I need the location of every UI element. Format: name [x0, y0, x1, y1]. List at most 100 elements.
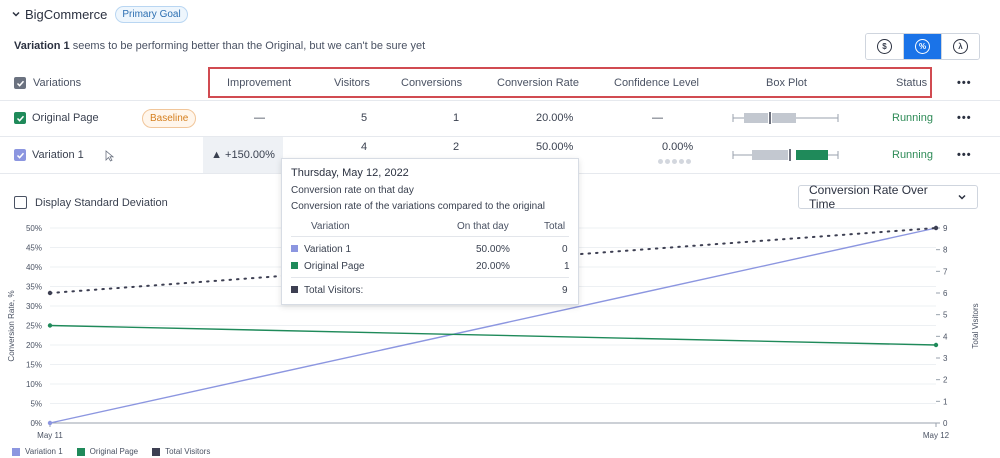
chart-type-select[interactable]: Conversion Rate Over Time	[798, 183, 978, 211]
tooltip-total-value: 0	[562, 244, 568, 255]
tooltip-description: Conversion rate on that day	[291, 185, 414, 196]
mouse-cursor-icon	[105, 150, 114, 162]
confidence-value: 0.00%	[662, 141, 694, 153]
conversions-header[interactable]: Conversions	[401, 77, 463, 89]
legend-item[interactable]: Total Visitors	[152, 447, 210, 456]
tooltip-total-value: 1	[564, 261, 570, 272]
y2-tick-label: 5	[943, 311, 948, 320]
tooltip-col-variation: Variation	[311, 221, 350, 232]
y-axis-label: Conversion Rate, %	[7, 290, 16, 361]
row-menu-icon[interactable]: •••	[957, 149, 972, 161]
original-page-checkbox[interactable]	[14, 112, 26, 124]
tooltip-date: Thursday, May 12, 2022	[291, 167, 409, 179]
box-plot	[732, 149, 839, 161]
percent-mode-button[interactable]: %	[903, 34, 941, 59]
y-tick-label: 5%	[30, 400, 42, 409]
series-line	[49, 324, 937, 346]
improvement-header[interactable]: Improvement	[227, 77, 292, 89]
y2-tick-label: 3	[943, 354, 948, 363]
y-tick-label: 45%	[26, 244, 42, 253]
box-plot	[732, 112, 839, 124]
improvement-value: ▲ +150.00%	[203, 137, 283, 173]
status-value: Running	[892, 149, 933, 161]
chart-legend: Variation 1 Original Page Total Visitors	[12, 447, 224, 456]
std-dev-checkbox[interactable]	[14, 196, 27, 209]
lambda-mode-button[interactable]: λ	[941, 34, 979, 59]
x-tick-label: May 11	[37, 431, 63, 440]
conversions-value: 2	[453, 141, 460, 153]
primary-goal-badge: Primary Goal	[115, 5, 188, 23]
tooltip-day-value: 20.00%	[476, 261, 510, 272]
tooltip-row: Variation 1	[291, 244, 351, 255]
data-point	[47, 323, 53, 328]
std-dev-label: Display Standard Deviation	[35, 196, 168, 209]
conversion-rate-header[interactable]: Conversion Rate	[497, 77, 579, 89]
y-tick-label: 20%	[26, 341, 42, 350]
data-point	[933, 225, 939, 231]
y-tick-label: 30%	[26, 302, 42, 311]
y-tick-label: 10%	[26, 380, 42, 389]
table-row: Original Page Baseline — 5 1 20.00% — Ru…	[0, 100, 1000, 137]
y2-tick-label: 1	[943, 397, 948, 406]
y2-axis-label: Total Visitors	[971, 303, 980, 348]
highlight-annotation	[208, 67, 932, 98]
y-tick-label: 35%	[26, 283, 42, 292]
tooltip-visitors-value: 9	[562, 285, 568, 296]
variations-header: Variations	[33, 77, 82, 89]
chart-type-value: Conversion Rate Over Time	[809, 183, 928, 211]
box-plot-header: Box Plot	[766, 77, 807, 89]
std-dev-toggle[interactable]: Display Standard Deviation	[14, 196, 168, 209]
confidence-value: —	[652, 112, 663, 124]
y-tick-label: 25%	[26, 322, 42, 331]
chevron-down-icon[interactable]	[10, 8, 22, 20]
conversion-rate-value: 50.00%	[536, 141, 574, 153]
visitors-value: 5	[361, 112, 368, 124]
improvement-value: —	[254, 112, 265, 124]
y-tick-label: 40%	[26, 263, 42, 272]
tooltip-description: Conversion rate of the variations compar…	[291, 201, 546, 212]
data-point	[47, 420, 53, 426]
series-line	[49, 227, 937, 424]
y-tick-label: 0%	[30, 419, 42, 428]
visitors-header[interactable]: Visitors	[334, 77, 370, 89]
tooltip-row: Total Visitors:	[291, 285, 363, 296]
y2-tick-label: 6	[943, 289, 948, 298]
tooltip-col-day: On that day	[457, 221, 509, 232]
lambda-icon: λ	[953, 39, 968, 54]
tooltip-col-total: Total	[544, 221, 566, 232]
data-point	[47, 290, 53, 296]
variation-name: Variation 1	[32, 149, 84, 161]
conversion-rate-value: 20.00%	[536, 112, 574, 124]
section-header: BigCommerce Primary Goal	[10, 5, 188, 23]
chevron-down-icon	[958, 194, 966, 200]
chart-tooltip: Thursday, May 12, 2022 Conversion rate o…	[281, 158, 579, 305]
data-point	[933, 342, 939, 348]
variation-1-checkbox[interactable]	[14, 149, 26, 161]
status-header[interactable]: Status	[896, 77, 928, 89]
tooltip-row: Original Page	[291, 261, 365, 272]
select-all-checkbox[interactable]	[14, 77, 26, 89]
variation-name: Original Page	[32, 112, 99, 124]
y2-tick-label: 0	[943, 419, 948, 428]
revenue-mode-button[interactable]: $	[866, 34, 903, 59]
section-title: BigCommerce	[25, 6, 108, 22]
confidence-level-header[interactable]: Confidence Level	[614, 77, 700, 89]
legend-item[interactable]: Original Page	[76, 447, 138, 456]
row-menu-icon[interactable]: •••	[957, 112, 972, 124]
y2-tick-label: 8	[943, 246, 948, 255]
table-header: Variations Improvement Visitors Conversi…	[0, 66, 1000, 101]
y2-tick-label: 2	[943, 376, 948, 385]
status-value: Running	[892, 112, 933, 124]
dollar-icon: $	[877, 39, 892, 54]
legend-item[interactable]: Variation 1	[12, 447, 63, 456]
y2-tick-label: 7	[943, 267, 948, 276]
result-summary: Variation 1 seems to be performing bette…	[14, 40, 426, 52]
more-options-icon[interactable]: •••	[957, 77, 972, 89]
confidence-dots	[658, 159, 691, 164]
visitors-value: 4	[361, 141, 368, 153]
conversions-value: 1	[453, 112, 460, 124]
y2-tick-label: 4	[943, 332, 948, 341]
x-tick-label: May 12	[923, 431, 950, 440]
metric-mode-toggle: $ % λ	[865, 33, 980, 60]
y2-tick-label: 9	[943, 224, 948, 233]
